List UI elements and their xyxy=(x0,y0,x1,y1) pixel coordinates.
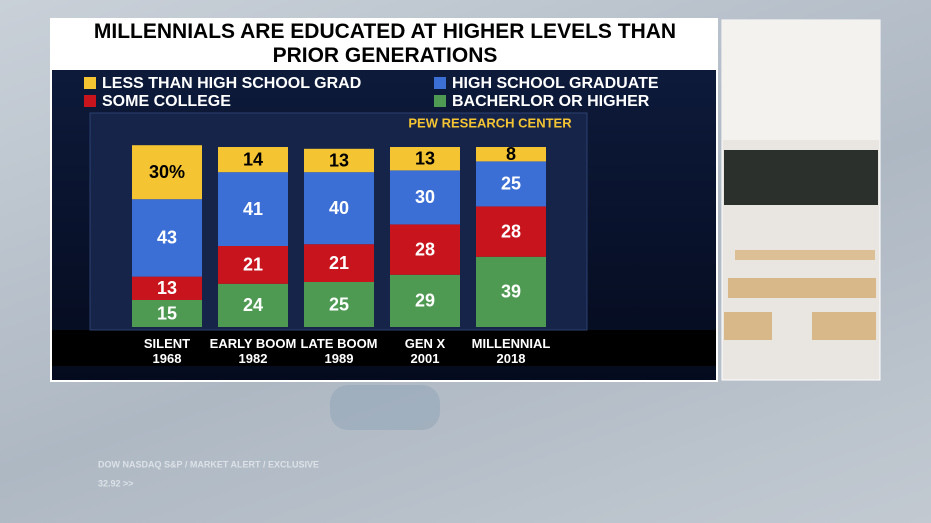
value-label: 30 xyxy=(415,187,435,207)
bar-segment xyxy=(304,148,374,173)
legend-swatch xyxy=(84,95,96,107)
value-label: 21 xyxy=(243,255,263,275)
value-label: 13 xyxy=(157,278,177,298)
bar-segment xyxy=(476,147,546,162)
value-label: 40 xyxy=(329,198,349,218)
bar-segment xyxy=(476,206,546,257)
bar-segment xyxy=(390,224,460,275)
value-label: 29 xyxy=(415,291,435,311)
photo-desk xyxy=(735,250,875,260)
value-label: 25 xyxy=(329,294,349,314)
bar-segment xyxy=(132,276,202,300)
title-box: MILLENNIALS ARE EDUCATED AT HIGHER LEVEL… xyxy=(93,20,677,67)
label-band xyxy=(52,330,716,366)
bg-shape xyxy=(330,385,440,430)
legend-label: SOME COLLEGE xyxy=(102,93,231,110)
legend-swatch xyxy=(84,77,96,89)
bar-segment xyxy=(218,172,288,246)
photo-ceiling xyxy=(722,20,880,140)
bar-segment xyxy=(476,256,546,327)
value-label: 14 xyxy=(243,149,263,169)
ticker-text: DOW NASDAQ S&P / MARKET ALERT / EXCLUSIV… xyxy=(98,459,319,469)
bar-segment xyxy=(304,282,374,327)
value-label: 43 xyxy=(157,228,177,248)
x-tick-label: SILENT 1968 xyxy=(143,336,191,366)
legend-swatch xyxy=(434,77,446,89)
value-label: 13 xyxy=(329,150,349,170)
bar-segment xyxy=(132,300,202,327)
bar-segment xyxy=(390,170,460,225)
value-label: 28 xyxy=(415,239,435,259)
value-label: 24 xyxy=(243,295,263,315)
bar-segment xyxy=(390,274,460,327)
value-label: 21 xyxy=(329,253,349,273)
legend-swatch xyxy=(434,95,446,107)
value-label: 15 xyxy=(157,303,177,323)
value-label: 13 xyxy=(415,148,435,168)
x-tick-label: EARLY BOOM 1982 xyxy=(209,336,297,366)
photo-chair xyxy=(724,312,772,340)
source: PEW RESEARCH CENTER xyxy=(408,115,572,130)
bar-segment xyxy=(218,283,288,327)
value-label: 25 xyxy=(501,174,521,194)
bar-segment xyxy=(132,145,202,200)
chart-title: MILLENNIALS ARE EDUCATED AT HIGHER LEVEL… xyxy=(93,20,677,67)
value-label: 30% xyxy=(149,162,185,182)
photo-chair xyxy=(812,312,876,340)
legend-label: LESS THAN HIGH SCHOOL GRAD xyxy=(102,75,361,92)
x-tick-label: LATE BOOM 1989 xyxy=(300,336,378,366)
value-label: 39 xyxy=(501,282,521,302)
bar-segment xyxy=(218,246,288,284)
value-label: 41 xyxy=(243,199,263,219)
bar-segment xyxy=(218,147,288,173)
x-tick-label: MILLENNIAL 2018 xyxy=(471,336,551,366)
bar-segment xyxy=(476,161,546,207)
bar-segment xyxy=(390,147,460,171)
photo-board xyxy=(724,150,878,205)
value-label: 8 xyxy=(506,144,516,164)
bar-segment xyxy=(304,172,374,245)
legend-label: HIGH SCHOOL GRADUATE xyxy=(452,75,659,92)
legend-label: BACHERLOR OR HIGHER xyxy=(452,93,650,110)
bar-segment xyxy=(304,244,374,282)
value-label: 28 xyxy=(501,221,521,241)
x-tick-label: GEN X 2001 xyxy=(404,336,446,366)
bar-segment xyxy=(132,199,202,277)
photo-desk xyxy=(728,278,876,298)
ticker-text: 32.92 >> xyxy=(98,478,134,488)
